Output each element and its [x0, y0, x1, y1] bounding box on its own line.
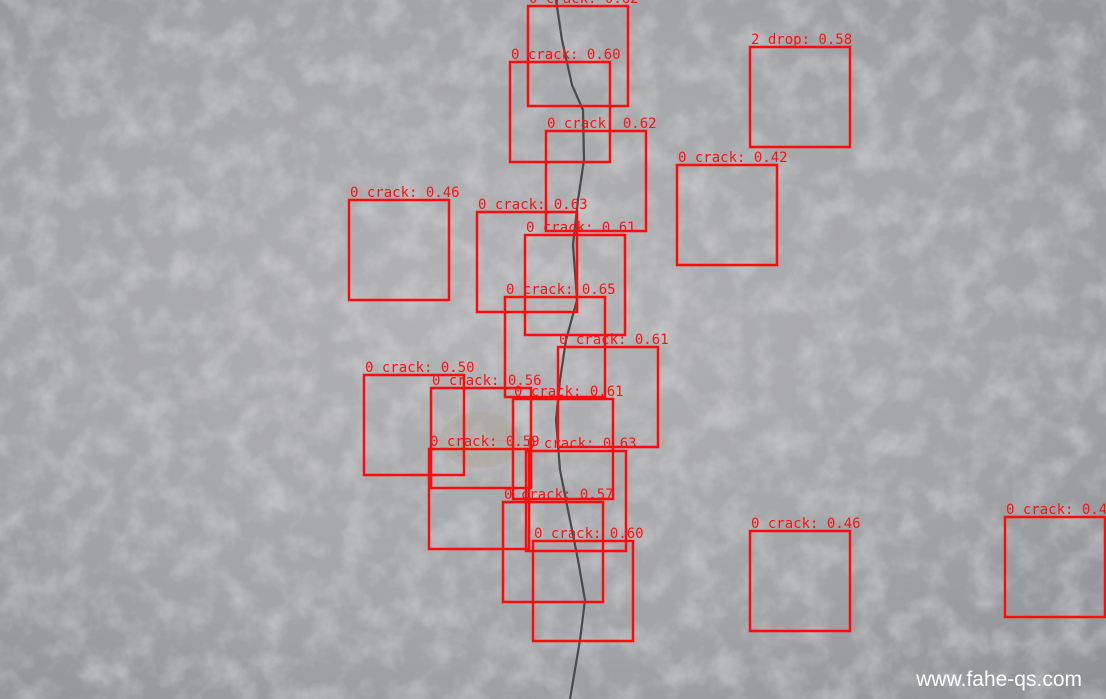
- detection-box: [526, 4, 630, 108]
- detection-label: 0_crack: 0.42: [678, 150, 788, 166]
- detection-box: [501, 500, 605, 604]
- crack: [554, 0, 587, 699]
- detection-label: 0_crack: 0.57: [504, 487, 614, 503]
- detection-label: 0_crack: 0.61: [559, 332, 669, 348]
- detection-box: [429, 386, 533, 490]
- watermark: www.fahe-qs.com: [915, 668, 1082, 691]
- detection-box: [347, 198, 451, 302]
- detection-box: [1003, 515, 1106, 619]
- detection-label: 0_crack: 0.62: [529, 0, 639, 7]
- detection-box: [544, 129, 648, 233]
- detection-label: 0_crack: 0.56: [432, 373, 542, 389]
- detection-box: [748, 529, 852, 633]
- detection-label: 0_crack: 0.65: [506, 282, 616, 298]
- detection-label: 0_crack: 0.4: [1006, 502, 1106, 518]
- detection-label: 0_crack: 0.50: [365, 360, 475, 376]
- detection-label: 0_crack: 0.61: [526, 220, 636, 236]
- detection-box: [675, 163, 779, 267]
- detection-label: 2_drop: 0.58: [751, 32, 852, 48]
- detection-box: [531, 539, 635, 643]
- detection-box: [748, 45, 852, 149]
- detection-box: [523, 233, 627, 337]
- stain: [440, 412, 520, 468]
- detection-label: 0_crack: 0.63: [478, 197, 588, 213]
- detection-box: [475, 210, 579, 314]
- detection-box: [508, 60, 612, 164]
- detection-label: 0_crack: 0.60: [534, 526, 644, 542]
- detection-label: 0_crack: 0.46: [350, 185, 460, 201]
- detection-box: [427, 447, 531, 551]
- detection-label: 0_crack: 0.63: [527, 436, 637, 452]
- detection-label: 0_crack: 0.60: [511, 47, 621, 63]
- detection-box: [362, 373, 466, 477]
- detection-label: 0_crack: 0.61: [514, 384, 624, 400]
- detection-label: 0_crack: 0.62: [547, 116, 657, 132]
- detection-box: [556, 345, 660, 449]
- detections: 0_crack: 0.62 0_crack: 0.60 2_drop: 0.58 0_…: [347, 0, 1106, 643]
- detection-label: 0_crack: 0.46: [751, 516, 861, 532]
- detection-label: 0_crack: 0.59: [430, 434, 540, 450]
